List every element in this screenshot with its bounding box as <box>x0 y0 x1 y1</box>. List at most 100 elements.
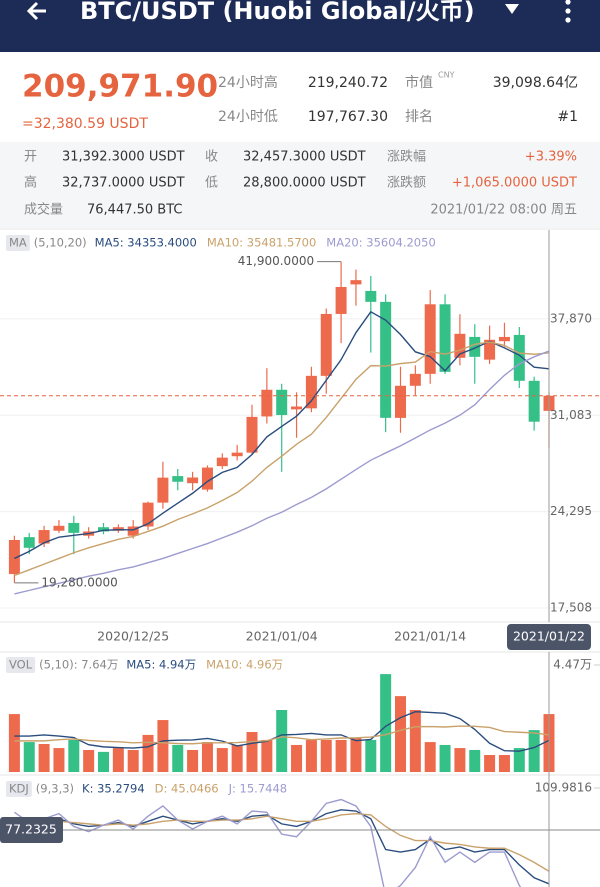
candle-body <box>112 527 124 531</box>
x-tick-label: 2021/01/04 <box>246 629 318 644</box>
volume-bar <box>380 674 392 772</box>
candle-body <box>335 286 347 314</box>
volume-bar <box>83 749 95 772</box>
volume-bar <box>157 720 169 772</box>
indicator-tag <box>6 235 30 251</box>
detail-value: 32,457.3000 USDT <box>243 150 366 165</box>
candle-body <box>246 416 258 453</box>
detail-value: 28,800.0000 USDT <box>243 176 366 191</box>
volume-bar <box>305 739 317 772</box>
candle-body <box>8 539 20 575</box>
legend-entry: D: 45.0466 <box>155 782 219 796</box>
candle-body <box>127 526 139 536</box>
candle-body <box>231 452 243 457</box>
volume-bar <box>320 739 332 772</box>
volume-bar <box>8 714 20 772</box>
candle-body <box>469 336 481 357</box>
x-tick-label: 2021/01/14 <box>394 629 466 644</box>
candle-body <box>320 313 332 376</box>
extreme-label: 19,280.0000 <box>41 575 117 589</box>
candle-body <box>484 339 496 360</box>
volume-bar <box>513 748 525 772</box>
volume-bar <box>484 755 496 772</box>
crosshair-date-box <box>507 624 591 650</box>
volume-bar <box>395 696 406 772</box>
volume-bar <box>276 710 288 772</box>
panel-plot <box>0 787 600 887</box>
menu-button[interactable] <box>565 0 571 23</box>
volume-bar <box>127 749 139 772</box>
legend-entry: MA10: 35481.5700 <box>207 236 316 250</box>
candle-body <box>172 476 184 482</box>
y-tick-label: 31,083 <box>550 408 592 422</box>
indicator-name: KDJ <box>9 782 29 796</box>
candle-body <box>157 477 169 503</box>
detail-panel <box>0 142 600 228</box>
detail-grid: 开 31,392.3000 USDT 收 32,457.3000 USDT 涨跌… <box>24 149 577 218</box>
timestamp: 2021/01/22 08:00 周五 <box>430 203 577 218</box>
candle-body <box>98 527 109 532</box>
volume-bar <box>350 738 362 772</box>
top-bar <box>0 0 600 52</box>
crosshair-date: 2021/01/22 <box>513 629 585 644</box>
volume-bar <box>112 748 124 772</box>
indicator-line <box>14 350 550 595</box>
volume-bar <box>231 744 243 772</box>
candle-body <box>350 280 362 285</box>
volume-bar <box>201 742 213 772</box>
crosshair-value-box <box>0 816 63 843</box>
indicator-params: (5,10,20) <box>34 236 87 250</box>
y-tick-label: 24,295 <box>550 504 592 518</box>
stat-value: 219,240.72 <box>308 75 388 91</box>
candle-body <box>439 304 451 372</box>
volume-bar <box>528 730 540 772</box>
indicator-name: VOL <box>9 658 33 672</box>
stat-label: 24小时高 <box>218 74 278 91</box>
volume-bar <box>261 739 273 772</box>
candle-body <box>23 537 35 548</box>
volume-bar <box>187 749 199 772</box>
indicator-line <box>14 341 550 577</box>
candle-body <box>216 457 228 467</box>
detail-value: 76,447.50 BTC <box>87 203 182 218</box>
volume-bar <box>365 739 377 772</box>
candle-body <box>498 336 510 342</box>
indicator-tag <box>6 657 36 673</box>
volume-bar <box>53 748 65 772</box>
candle-body <box>291 406 303 410</box>
candle-body <box>424 304 436 374</box>
legend-entry: MA5: 34353.4000 <box>95 236 197 250</box>
candle-body <box>454 333 466 358</box>
indicator-params: (9,3,3) <box>36 782 74 796</box>
volume-bar <box>23 742 35 772</box>
candle-body <box>513 334 525 381</box>
panel-plot: 41,900.0000 19,280.0000 <box>0 254 600 609</box>
crosshair-value: 77.2325 <box>5 821 57 836</box>
volume-bar <box>439 744 451 772</box>
stat-label: 24小时低 <box>218 109 278 125</box>
last-price: 209,971.90 <box>22 69 218 105</box>
legend-entry: MA20: 35604.2050 <box>326 236 435 250</box>
volume-bar <box>246 732 258 772</box>
candle-body <box>53 525 65 531</box>
volume-bar <box>142 734 154 772</box>
back-button[interactable] <box>26 1 46 21</box>
detail-value: +3.39% <box>525 150 577 165</box>
detail-label: 收 <box>205 150 218 165</box>
legend-entry: J: 15.7448 <box>228 782 287 796</box>
indicator-line <box>14 812 550 872</box>
detail-label: 涨跌幅 <box>387 149 426 165</box>
candle-body <box>142 502 154 527</box>
detail-value: +1,065.0000 USDT <box>452 176 577 191</box>
dropdown-arrow[interactable] <box>505 4 519 14</box>
volume-bar <box>38 743 50 772</box>
detail-label: 涨跌额 <box>387 175 426 191</box>
candle-body <box>380 301 392 418</box>
y-tick-label: 4.47万 <box>553 658 592 672</box>
indicator-name: MA <box>9 236 27 250</box>
volume-bar <box>469 749 481 772</box>
indicator-tag <box>6 781 32 797</box>
stat-value: 197,767.30 <box>308 109 388 125</box>
